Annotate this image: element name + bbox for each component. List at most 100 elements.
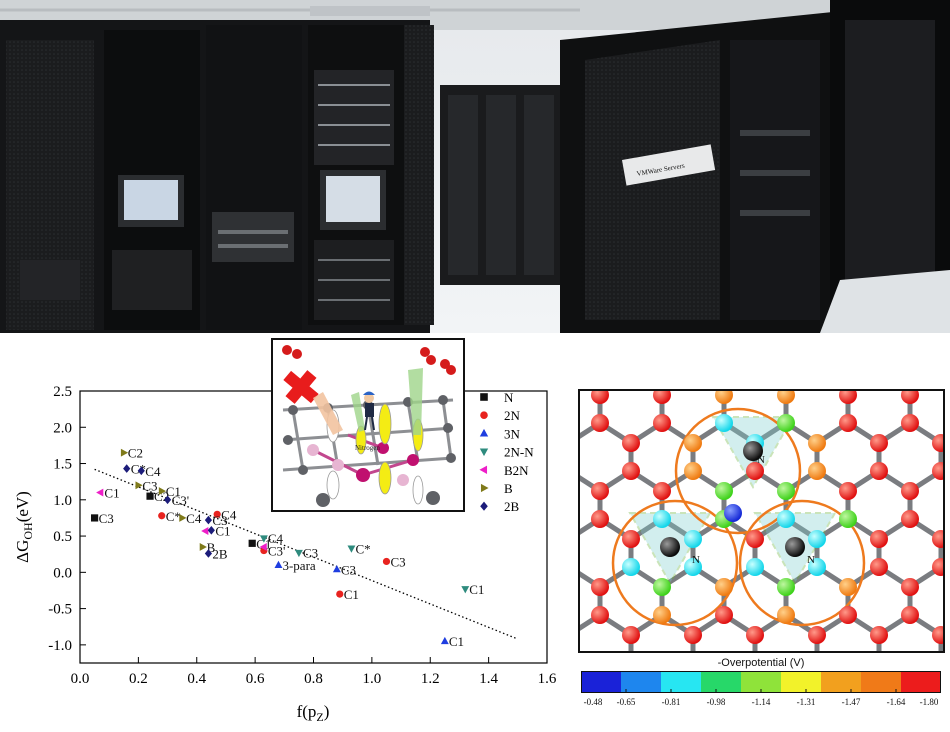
lattice-atom (808, 626, 826, 644)
data-point-n (146, 492, 154, 500)
lattice-atom (839, 606, 857, 624)
data-point-2n (382, 557, 391, 566)
lattice-atom (839, 510, 857, 528)
lattice-atom (653, 414, 671, 432)
point-label: C* (166, 509, 181, 524)
point-label: C1 (344, 587, 359, 602)
legend: N 2N 3N 2N-N B2N B 2B (479, 390, 534, 514)
y-tick-label: 1.0 (53, 493, 72, 509)
point-label: C3 (303, 546, 318, 561)
lattice-atom (653, 510, 671, 528)
nitrogen-site-label: N (757, 454, 765, 466)
lattice-atom (591, 578, 609, 596)
data-point-b (158, 487, 167, 496)
lattice-atom (684, 434, 702, 452)
nitrogen-atom (743, 441, 763, 461)
point-label: C2 (128, 446, 143, 461)
nitrogen-label: Nitrogen (355, 444, 380, 452)
lattice-atom (622, 434, 640, 452)
colorbar-tick-label: -1.14 (752, 697, 771, 707)
lattice-atom (746, 530, 764, 548)
nitrogen-site-label: N (807, 554, 815, 566)
colorbar-swatch (581, 671, 621, 693)
lattice-atom (839, 578, 857, 596)
y-tick-label: 2.0 (53, 420, 72, 436)
lattice-atom (901, 414, 919, 432)
lattice-atom (684, 558, 702, 576)
lattice-atom (653, 578, 671, 596)
lattice-atom (622, 462, 640, 480)
legend-marker (480, 501, 488, 511)
y-tick-label: 0.5 (53, 529, 72, 545)
lattice-atom (684, 626, 702, 644)
colorbar-tick-label: -1.31 (797, 697, 816, 707)
y-tick-label: 1.5 (53, 457, 72, 473)
y-tick-label: 2.5 (53, 384, 72, 400)
data-point-2b (204, 549, 213, 558)
legend-marker (479, 428, 489, 437)
data-point-2n-n (461, 586, 470, 594)
colorbar-swatch (821, 671, 861, 693)
lattice-atom (746, 558, 764, 576)
lattice-atom (591, 386, 609, 404)
data-point-2b (207, 525, 215, 535)
colorbar: -0.48 -0.65 -0.81 -0.98 -1.14 -1.31 -1.47 -1.64… (580, 671, 942, 707)
colorbar-tick-label: -0.98 (707, 697, 726, 707)
lattice-atom (591, 414, 609, 432)
lattice-atom (777, 482, 795, 500)
y-tick-label: -0.5 (48, 602, 72, 618)
point-label: C3 (390, 554, 405, 569)
data-point-b2n (201, 527, 209, 535)
point-label: C1 (166, 484, 181, 499)
lattice-atom (839, 414, 857, 432)
data-point-2n-n (347, 545, 356, 553)
legend-label: 2N (504, 408, 521, 423)
nitrogen-site-label: N (692, 554, 700, 566)
lattice-atom (901, 510, 919, 528)
lattice-atom (808, 530, 826, 548)
point-label: C3' (172, 493, 190, 508)
active-carbon-atom (724, 504, 742, 522)
data-point-b2n (259, 542, 267, 551)
lattice-atom (870, 626, 888, 644)
lattice-atom (901, 386, 919, 404)
data-point-b2n (96, 488, 104, 497)
data-point-n (248, 539, 256, 547)
lattice-atom (777, 578, 795, 596)
lattice-atom (870, 558, 888, 576)
lattice-atom (808, 558, 826, 576)
point-label: C* (131, 462, 146, 477)
lattice-atom (901, 578, 919, 596)
legend-marker (479, 465, 488, 474)
lattice-atom (653, 386, 671, 404)
data-point-3n (332, 565, 341, 573)
colorbar-swatch (741, 671, 781, 693)
data-point-3n (440, 636, 449, 645)
lattice-atom (715, 414, 733, 432)
server-room-photo: VMWare Servers (0, 0, 950, 333)
point-label: C3' (268, 544, 286, 559)
colorbar-tick-label: -1.80 (920, 697, 939, 707)
dG-vs-fpz-chart: 0.0 0.2 0.4 0.6 0.8 1.0 1.2 1.4 1.6 2.5 2.0 1.5 1.0… (0, 333, 570, 727)
point-label: C3 (212, 513, 227, 528)
scatter-plot: 0.0 0.2 0.4 0.6 0.8 1.0 1.2 1.4 1.6 2.5 2.0 1.5 1.0… (13, 384, 557, 724)
data-point-b (135, 481, 143, 490)
colorbar-tick-label: -0.81 (662, 697, 681, 707)
point-label: C1 (104, 486, 119, 501)
x-tick-label: 0.4 (187, 671, 206, 687)
colorbar-swatch (781, 671, 821, 693)
point-label: C3 (99, 511, 114, 526)
x-tick-label: 0.2 (129, 671, 148, 687)
lattice-atom (777, 606, 795, 624)
legend-label: 3N (504, 426, 521, 441)
point-label: C1 (256, 536, 271, 551)
lattice-atom (746, 626, 764, 644)
point-label: C1 (215, 523, 230, 538)
point-label: C4 (221, 507, 237, 522)
lattice-overpotential-map: N N N (505, 386, 950, 732)
data-point-2n (336, 590, 344, 598)
colorbar-tick-label: -0.48 (584, 697, 603, 707)
lattice-atom (777, 510, 795, 528)
y-tick-label: 0.0 (53, 565, 72, 581)
x-tick-label: 1.4 (479, 671, 498, 687)
